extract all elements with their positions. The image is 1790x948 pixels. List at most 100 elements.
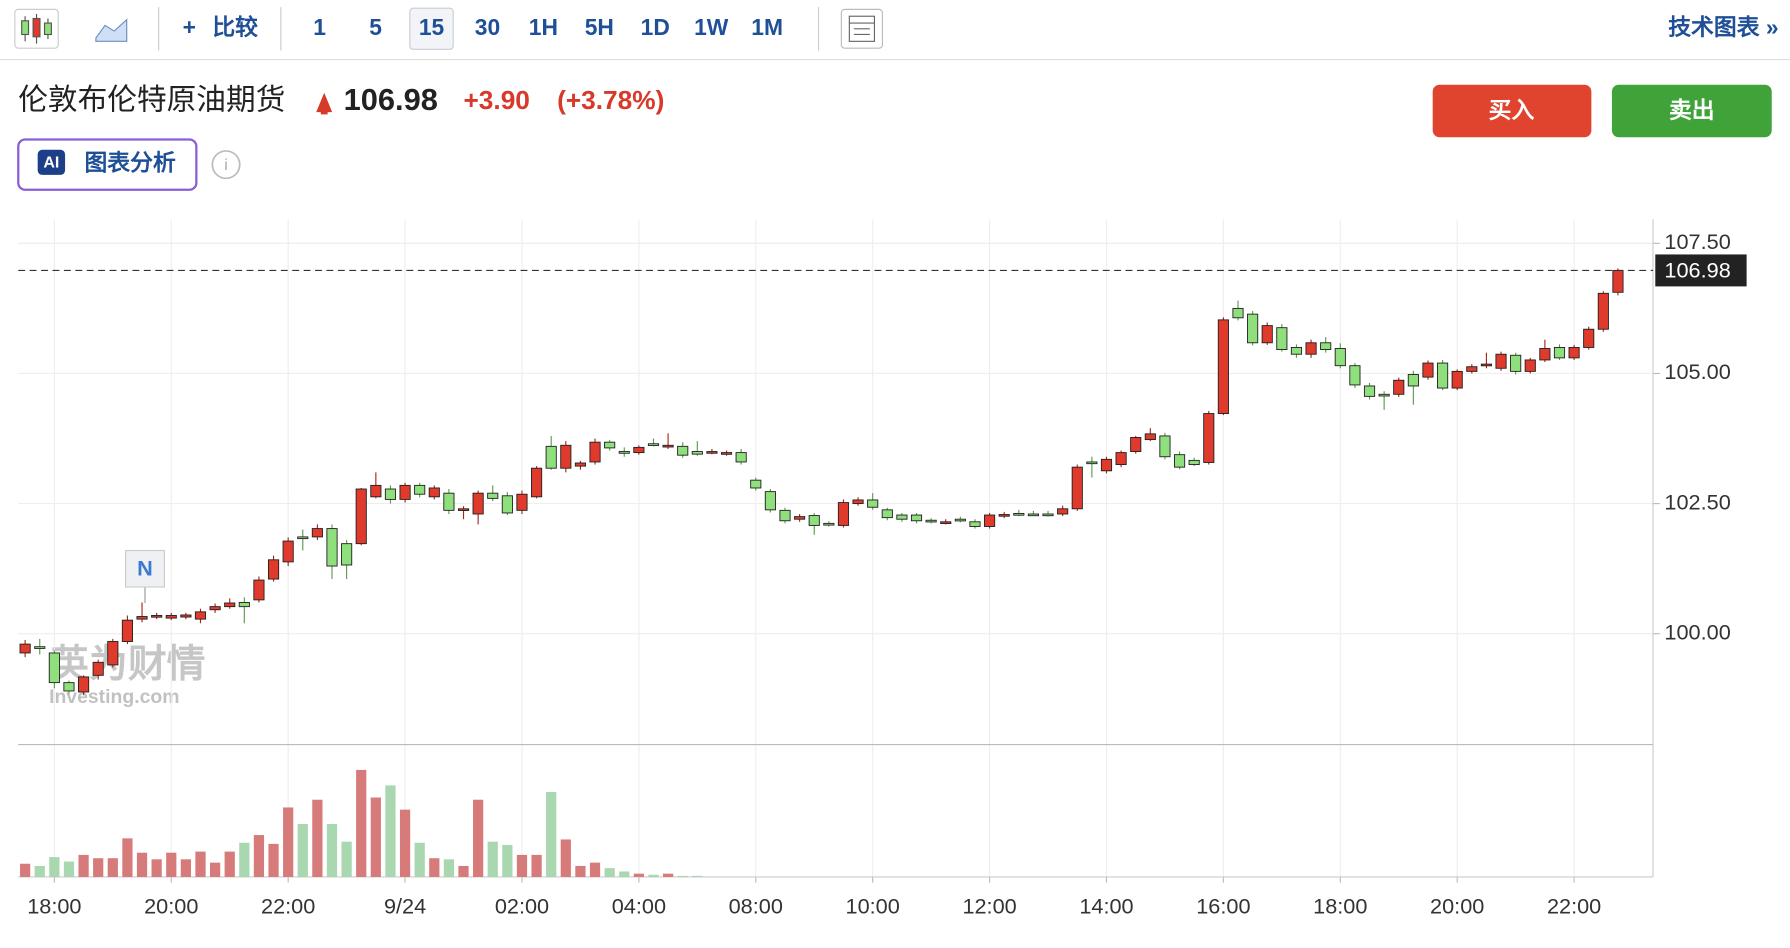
volume-bar	[473, 799, 484, 877]
interval-button[interactable]: 1W	[694, 14, 729, 40]
candle-body	[984, 514, 996, 527]
x-tick-label: 04:00	[612, 894, 666, 919]
candle-body	[355, 488, 367, 545]
y-tick-label: 102.50	[1664, 489, 1730, 514]
volume-bar	[399, 809, 411, 877]
volume-bar	[209, 862, 221, 877]
interval-button[interactable]: 5H	[585, 14, 614, 40]
candle-body	[589, 441, 601, 463]
candle-body	[1130, 437, 1142, 453]
candle-body	[1042, 513, 1054, 517]
candle-body	[691, 451, 703, 455]
volume-bar	[253, 835, 265, 877]
candle-body	[238, 602, 250, 608]
annotation-label[interactable]: N	[137, 556, 153, 581]
candle-body	[1217, 319, 1229, 415]
candle-body	[1276, 327, 1288, 350]
candle-body	[267, 559, 280, 580]
x-tick-label: 10:00	[846, 894, 900, 919]
candle-body	[472, 492, 484, 515]
ai-analysis-label[interactable]: 图表分析	[84, 150, 175, 176]
x-tick-label: 18:00	[27, 894, 81, 919]
line-icon[interactable]	[95, 18, 128, 42]
interval-button[interactable]: 15	[419, 14, 445, 40]
x-tick-label: 22:00	[1547, 894, 1601, 919]
watermark: 英为财情	[50, 643, 205, 686]
candle-body	[1583, 328, 1595, 348]
interval-button[interactable]: 1D	[641, 14, 670, 40]
candle-body	[209, 606, 221, 611]
candle-body	[136, 616, 148, 620]
candle-body	[1086, 461, 1098, 465]
candle-body	[428, 487, 440, 498]
candle-body	[1203, 413, 1215, 463]
candle-body	[1144, 433, 1156, 441]
volume-bar	[136, 852, 148, 877]
candle-body	[574, 462, 586, 467]
candle-body	[647, 443, 660, 446]
volume-bar	[531, 854, 542, 877]
candle-body	[1568, 346, 1580, 359]
x-tick-label: 12:00	[962, 894, 1016, 919]
candle-body	[1320, 342, 1332, 350]
last-price: 106.98	[344, 82, 438, 117]
volume-bar	[487, 841, 498, 877]
candle-body	[370, 484, 382, 498]
candle-body	[443, 492, 455, 511]
layout-glyph	[848, 15, 876, 42]
candle-body	[1495, 353, 1507, 369]
candle-body	[604, 441, 616, 449]
candle-body	[1349, 365, 1361, 386]
volume-bar	[677, 875, 688, 877]
info-icon[interactable]	[211, 150, 241, 180]
candle-body	[1013, 513, 1025, 516]
candle-body	[1305, 342, 1317, 355]
candle-body	[531, 467, 543, 498]
candle-body	[1071, 466, 1083, 510]
candle-body	[282, 540, 294, 563]
volume-bar	[268, 843, 279, 877]
interval-group: 1 5 15 30 1H 5H 1D 1W 1M	[313, 7, 783, 50]
volume-bar	[560, 839, 571, 877]
interval-button[interactable]: 30	[475, 14, 500, 40]
sell-label[interactable]: 卖出	[1669, 97, 1715, 123]
candle-body	[516, 493, 528, 511]
candle-body	[794, 516, 806, 520]
candle-body	[92, 661, 104, 676]
candle-body	[940, 521, 952, 524]
candle-body	[720, 452, 733, 455]
compare-icon[interactable]: +	[183, 14, 196, 40]
volume-bar	[443, 859, 455, 877]
volume-bar	[239, 842, 250, 877]
annotation-box[interactable]	[125, 549, 165, 588]
candle-body	[662, 444, 674, 448]
last-price-label: 106.98	[1664, 257, 1730, 282]
interval-button[interactable]: 1H	[529, 14, 558, 40]
candle-body	[764, 491, 776, 511]
interval-button[interactable]: 5	[369, 14, 382, 40]
volume-bar	[633, 873, 644, 877]
candle-body	[1027, 513, 1039, 517]
interval-button[interactable]: 1	[313, 14, 326, 40]
active-interval-box	[409, 7, 454, 50]
candle-body	[969, 521, 981, 527]
interval-button[interactable]: 1M	[751, 14, 783, 40]
candle-body	[560, 444, 572, 469]
candle-body	[1451, 370, 1463, 389]
candle-body	[501, 495, 513, 514]
candle-body	[1612, 269, 1624, 293]
y-tick-label: 100.00	[1664, 619, 1730, 644]
compare-button[interactable]: 比较	[212, 14, 258, 40]
volume-bar	[224, 851, 235, 877]
sell-button[interactable]	[1611, 84, 1772, 138]
candle-glyph	[21, 13, 52, 44]
buy-label[interactable]: 买入	[1489, 97, 1535, 123]
x-tick-label: 08:00	[729, 894, 783, 919]
candle-body	[1407, 374, 1419, 387]
info-glyph: i	[224, 157, 228, 174]
buy-button[interactable]	[1432, 84, 1592, 138]
x-tick-label: 20:00	[144, 894, 198, 919]
tech-chart-link[interactable]: 技术图表 »	[1668, 14, 1778, 40]
volume-bar	[648, 874, 659, 877]
volume-bar	[107, 858, 118, 877]
